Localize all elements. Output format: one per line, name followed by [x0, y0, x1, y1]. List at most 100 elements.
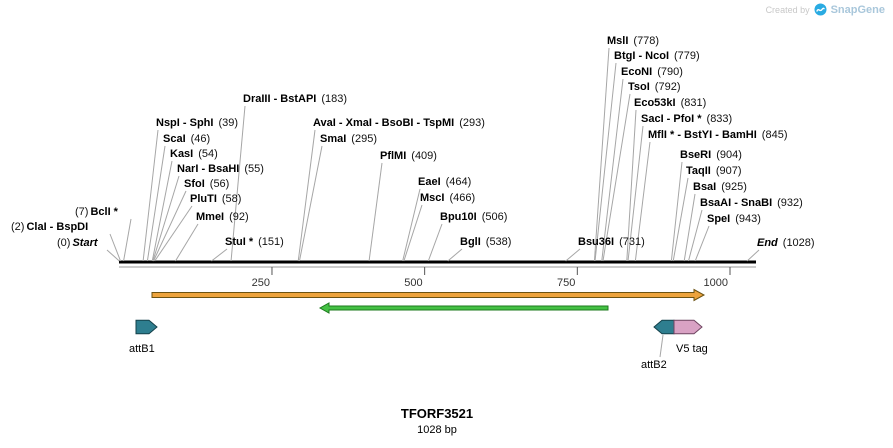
enzyme-label[interactable]: Bpu10I (506) [440, 211, 507, 224]
enzyme-label[interactable]: BsaI (925) [693, 181, 747, 194]
enzyme-label[interactable]: BglI (538) [460, 236, 511, 249]
enzyme-position: (790) [657, 66, 683, 78]
callout-line [298, 145, 323, 262]
callout-line [634, 141, 651, 262]
enzyme-label[interactable]: KasI (54) [170, 148, 218, 161]
enzyme-label[interactable]: SfoI (56) [184, 178, 229, 191]
reverse-orf-arrow[interactable] [318, 302, 609, 314]
enzyme-position: (39) [218, 117, 239, 129]
enzyme-label[interactable]: (2) ClaI - BspDI [11, 221, 88, 234]
enzyme-prefix-position: (2) [11, 221, 25, 233]
enzyme-name: StuI * [225, 236, 254, 248]
callout-line [109, 233, 121, 262]
map-title: TFORF3521 [400, 406, 474, 421]
ruler-tick-label: 750 [556, 277, 576, 289]
enzyme-label[interactable]: ScaI (46) [163, 133, 210, 146]
callout-line [626, 109, 637, 262]
callout-line [594, 62, 617, 262]
enzyme-position: (833) [706, 113, 733, 125]
callout-line [694, 225, 710, 262]
enzyme-position: (466) [449, 192, 476, 204]
enzyme-label[interactable]: MslI (778) [607, 35, 659, 48]
enzyme-position: (183) [321, 93, 348, 105]
enzyme-position: (907) [715, 165, 742, 177]
enzyme-name: MslI [607, 35, 629, 47]
enzyme-name: ClaI - BspDI [26, 221, 89, 233]
enzyme-label[interactable]: SacI - PfoI * (833) [641, 113, 732, 126]
callout-line [670, 161, 683, 262]
enzyme-label[interactable]: BseRI (904) [680, 149, 742, 162]
map-length: 1028 bp [417, 424, 457, 436]
enzyme-label[interactable]: MflI * - BstYI - BamHI (845) [648, 129, 787, 142]
enzyme-position: (778) [633, 35, 660, 47]
ruler-tick-label: 500 [404, 277, 423, 289]
enzyme-name: BglI [460, 236, 481, 248]
enzyme-label[interactable]: NarI - BsaHI (55) [177, 163, 264, 176]
callout-line [659, 334, 664, 358]
callout-line [153, 190, 187, 262]
callout-line [175, 223, 199, 262]
attB1-label[interactable]: attB1 [129, 343, 155, 355]
enzyme-label[interactable]: EaeI (464) [418, 176, 471, 189]
enzyme-prefix-position: (7) [75, 206, 89, 218]
enzyme-label[interactable]: (0) Start [57, 237, 98, 250]
callout-line [146, 145, 166, 262]
attB2-arrow[interactable] [653, 319, 675, 335]
enzyme-position: (46) [190, 133, 211, 145]
attB1-arrow[interactable] [135, 319, 158, 335]
enzyme-position: (293) [459, 117, 485, 129]
callout-line [403, 204, 423, 262]
enzyme-label[interactable]: PluTI (58) [190, 193, 241, 206]
enzyme-position: (831) [680, 97, 707, 109]
enzyme-label[interactable]: BsaAI - SnaBI (932) [700, 197, 803, 210]
enzyme-label[interactable]: SpeI (943) [707, 213, 761, 226]
callout-line [627, 125, 644, 262]
enzyme-label[interactable]: PflMI (409) [380, 150, 437, 163]
callout-line [447, 248, 463, 262]
enzyme-name: BtgI - NcoI [614, 50, 669, 62]
enzyme-position: (295) [351, 133, 377, 145]
enzyme-position: (58) [221, 193, 242, 205]
enzyme-label[interactable]: SmaI (295) [320, 133, 377, 146]
snapgene-logo-icon [814, 3, 827, 16]
enzyme-label[interactable]: Eco53kI (831) [634, 97, 706, 110]
enzyme-label[interactable]: DraIII - BstAPI (183) [243, 93, 347, 106]
attB2-label[interactable]: attB2 [641, 359, 667, 371]
enzyme-name: Bsu36I [578, 236, 615, 248]
enzyme-label[interactable]: Bsu36I (731) [578, 236, 645, 249]
enzyme-label[interactable]: StuI * (151) [225, 236, 284, 249]
callout-line [142, 129, 159, 262]
enzyme-label[interactable]: MscI (466) [420, 192, 475, 205]
enzyme-position: (409) [411, 150, 437, 162]
enzyme-label[interactable]: NspI - SphI (39) [156, 117, 238, 130]
callout-line [427, 223, 443, 262]
enzyme-name: ScaI [163, 133, 186, 145]
enzyme-label[interactable]: TsoI (792) [628, 81, 680, 94]
enzyme-name: TaqII [686, 165, 711, 177]
callout-line [154, 205, 193, 262]
snapgene-brand: SnapGene [830, 3, 885, 16]
callout-line [746, 249, 760, 262]
enzyme-label[interactable]: MmeI (92) [196, 211, 249, 224]
enzyme-position: (55) [244, 163, 264, 175]
enzyme-position: (943) [735, 213, 761, 225]
enzyme-label[interactable]: EcoNI (790) [621, 66, 683, 79]
enzyme-position: (925) [721, 181, 747, 193]
enzyme-label[interactable]: AvaI - XmaI - BsoBI - TspMI (293) [313, 117, 485, 130]
enzyme-label[interactable]: BtgI - NcoI (779) [614, 50, 700, 63]
enzyme-name: SfoI [184, 178, 205, 190]
v5-tag-arrow[interactable] [673, 319, 703, 335]
enzyme-label[interactable]: End (1028) [757, 237, 815, 250]
enzyme-position: (792) [654, 81, 681, 93]
enzyme-label[interactable]: (7) BclI * [75, 206, 118, 219]
enzyme-position: (932) [777, 197, 803, 209]
orf-arrow[interactable] [151, 288, 706, 302]
enzyme-name: EaeI [418, 176, 441, 188]
enzyme-name: BclI * [90, 206, 118, 218]
enzyme-label[interactable]: TaqII (907) [686, 165, 742, 178]
v5-tag-label[interactable]: V5 tag [676, 343, 708, 355]
enzyme-name: SacI - PfoI * [641, 113, 702, 125]
callout-line [602, 93, 631, 262]
callout-line [368, 162, 383, 262]
